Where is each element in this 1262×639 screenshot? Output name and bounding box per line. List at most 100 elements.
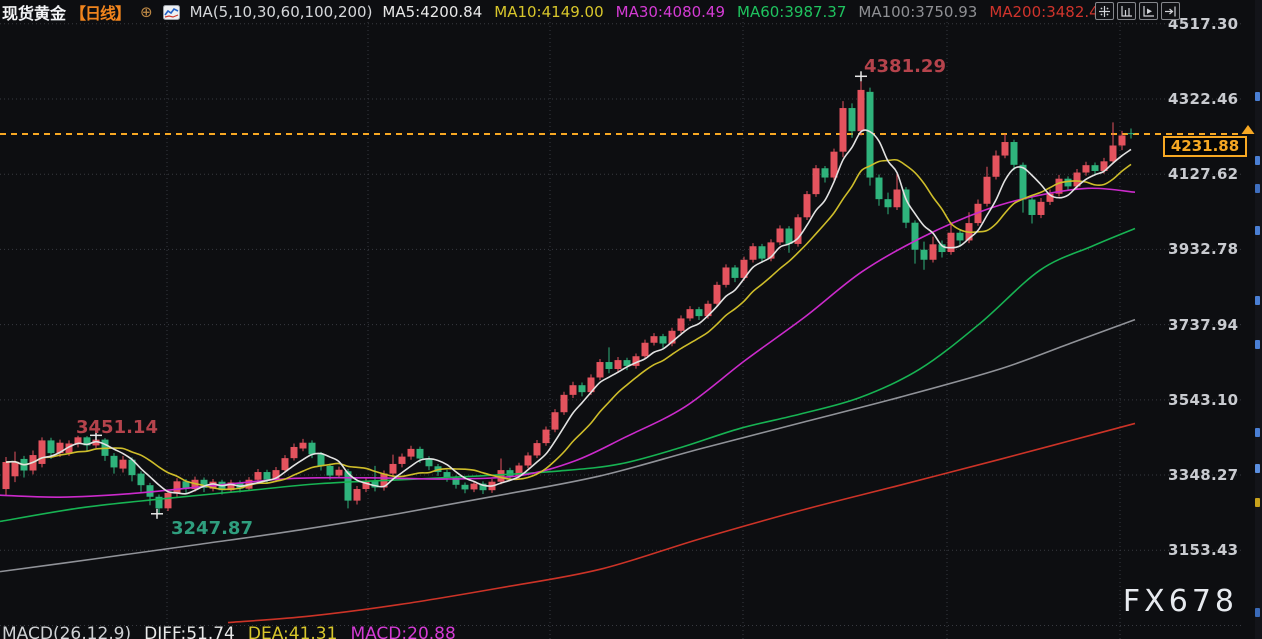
candle-body	[803, 194, 811, 218]
candle-body	[308, 442, 316, 455]
edge-panel-sliver	[1255, 184, 1260, 193]
macd-footer-item: MACD(26,12,9)	[2, 624, 132, 639]
candle-body	[848, 108, 856, 132]
candle-body	[371, 481, 379, 488]
candle-body	[677, 318, 685, 331]
candle-body	[56, 442, 64, 454]
candle-body	[74, 437, 82, 444]
candle-body	[596, 362, 604, 378]
candle-body	[866, 91, 874, 178]
candle-body	[1064, 178, 1072, 187]
watermark: FX678	[1122, 584, 1238, 619]
ma-settings-label: MA(5,10,30,60,100,200)	[189, 3, 373, 21]
axis-scale-icon[interactable]	[1117, 2, 1136, 20]
price-annotation: 3247.87	[171, 518, 253, 539]
candle-body	[830, 151, 838, 178]
chart-toolbar	[1095, 2, 1180, 20]
candle-body	[794, 217, 802, 244]
candle-body	[533, 443, 541, 456]
candle-body	[569, 385, 577, 395]
candle-body	[146, 485, 154, 497]
candle-body	[758, 246, 766, 259]
candle-body	[704, 303, 712, 317]
candle-body	[839, 108, 847, 152]
price-axis-label: 3348.27	[1168, 466, 1239, 485]
price-up-arrow-icon	[1241, 125, 1255, 134]
macd-footer-item: DEA:41.31	[247, 624, 338, 639]
candle-body	[389, 463, 397, 474]
candle-body	[1019, 164, 1027, 200]
candle-body	[1046, 193, 1054, 202]
ma5-line	[5, 129, 1132, 495]
candle-body	[983, 176, 991, 204]
candle-body	[1028, 199, 1036, 215]
exit-chart-icon[interactable]	[1161, 2, 1180, 20]
candle-body	[353, 489, 361, 501]
candle-body	[1010, 142, 1018, 165]
candle-body	[443, 472, 451, 478]
candle-body	[893, 189, 901, 208]
edge-panel-sliver	[1255, 464, 1260, 473]
ma200-line	[227, 422, 1136, 624]
candle-body	[1109, 145, 1117, 162]
price-annotation: 3451.14	[76, 417, 158, 438]
price-axis-label: 3153.43	[1168, 541, 1239, 560]
candle-body	[659, 336, 667, 344]
candle-body	[614, 360, 622, 369]
chart-header: 现货黄金 【日线】 ⊕ MA(5,10,30,60,100,200) MA5:4…	[2, 2, 1099, 23]
candle-body	[542, 429, 550, 444]
candle-body	[956, 232, 964, 241]
candle-body	[398, 456, 406, 464]
candle-body	[938, 244, 946, 253]
candle-body	[875, 177, 883, 200]
candle-body	[929, 244, 937, 260]
edge-panel-sliver	[1255, 226, 1260, 235]
price-axis-label: 4322.46	[1168, 90, 1239, 108]
candle-body	[173, 481, 181, 494]
candle-body	[623, 360, 631, 366]
compare-add-icon[interactable]: ⊕	[140, 2, 153, 21]
candle-body	[407, 448, 415, 457]
macd-footer: MACD(26,12,9) DIFF:51.74 DEA:41.31 MACD:20.…	[2, 624, 456, 639]
candle-body	[11, 461, 19, 477]
candle-body	[425, 458, 433, 467]
price-axis-label: 3932.78	[1168, 240, 1239, 259]
candle-body	[1055, 178, 1063, 194]
candle-body	[191, 479, 199, 490]
last-price-tag: 4231.88	[1163, 135, 1247, 157]
candle-body	[416, 448, 424, 459]
price-axis-label: 4517.30	[1168, 14, 1239, 33]
candle-body	[857, 89, 865, 132]
candle-body	[1037, 201, 1045, 215]
candle-body	[632, 356, 640, 366]
candle-body	[200, 479, 208, 488]
candle-body	[110, 455, 118, 468]
candle-body	[578, 385, 586, 393]
right-edge-panel	[1255, 0, 1262, 639]
price-axis-label: 4127.62	[1168, 165, 1239, 184]
macd-footer-item: MACD:20.88	[350, 624, 456, 639]
candle-body	[290, 446, 298, 459]
candle-body	[1082, 165, 1090, 173]
candle-body	[902, 189, 910, 223]
edge-panel-sliver	[1255, 156, 1260, 165]
edge-panel-sliver	[1255, 498, 1260, 507]
candle-body	[551, 412, 559, 430]
candle-body	[767, 242, 775, 259]
playback-icon[interactable]	[1139, 2, 1158, 20]
last-price-value: 4231.88	[1170, 137, 1240, 156]
edge-panel-sliver	[1255, 608, 1260, 617]
candle-body	[65, 443, 73, 454]
price-axis-label: 3737.94	[1168, 315, 1239, 334]
edge-panel-sliver	[1255, 92, 1260, 101]
candle-body	[461, 484, 469, 490]
ma60-line	[0, 227, 1136, 523]
pan-crosshair-icon[interactable]	[1095, 2, 1114, 20]
candle-body	[299, 442, 307, 449]
candle-body	[119, 459, 127, 469]
chart-type-icon[interactable]	[162, 4, 180, 20]
price-annotation: 4381.29	[864, 56, 946, 77]
candle-body	[164, 492, 172, 509]
